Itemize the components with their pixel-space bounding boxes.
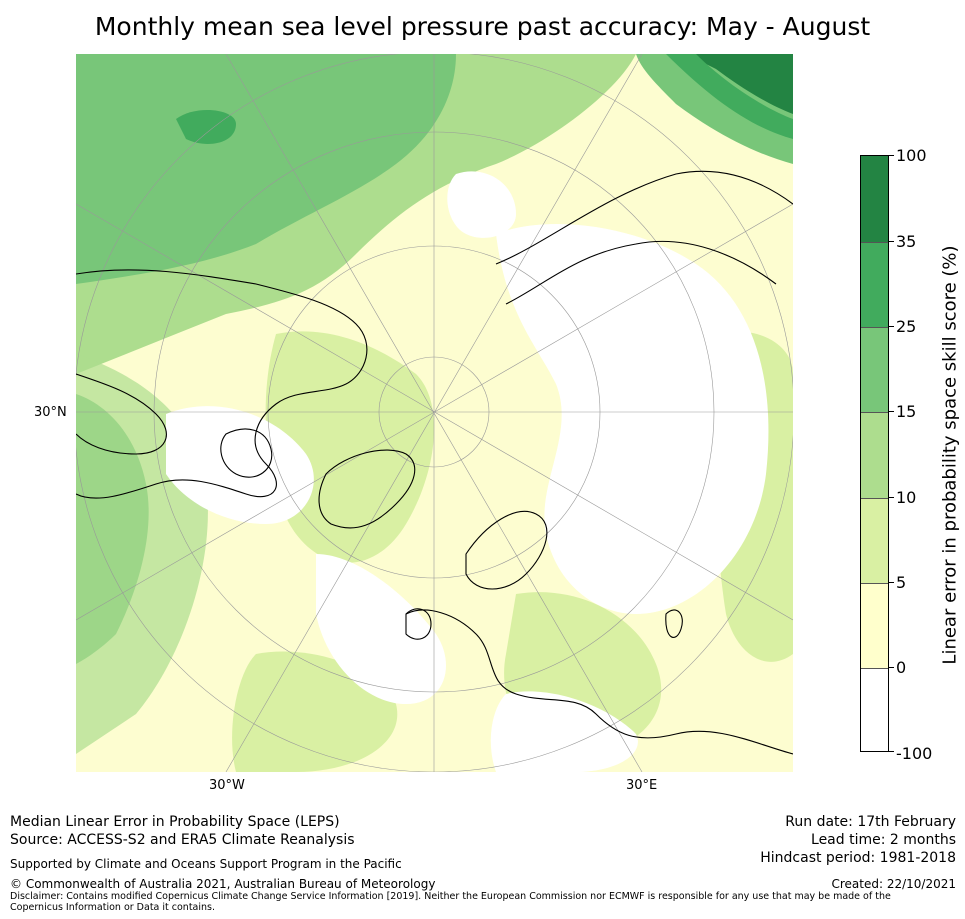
copyright-line: © Commonwealth of Australia 2021, Austra… — [10, 877, 436, 891]
colorbar-tick-label: 25 — [896, 317, 917, 336]
north-siberia-coast — [505, 240, 777, 305]
disclaimer-line: Disclaimer: Contains modified Copernicus… — [10, 891, 891, 913]
colorbar-tick-label: 0 — [896, 658, 907, 677]
leps-line: Median Linear Error in Probability Space… — [10, 814, 340, 830]
skill-region-white-asia — [496, 224, 769, 614]
colorbar-segment-0-5 — [861, 583, 888, 668]
skill-region-green-nw-darker — [176, 109, 236, 144]
colorbar — [860, 155, 889, 752]
alaska-coast — [76, 373, 167, 455]
skill-region-white-mediterranean — [490, 691, 638, 772]
colorbar-segment-35-100 — [861, 156, 888, 242]
skill-region-green-nw-strong — [76, 54, 456, 284]
colorbar-segment-10-15 — [861, 412, 888, 498]
created-date: Created: 22/10/2021 — [831, 877, 956, 891]
colorbar-tick-mark — [889, 667, 894, 668]
skill-region-white-north-america — [166, 406, 314, 524]
greenland-coast — [318, 449, 416, 529]
colorbar-tick-mark — [889, 155, 894, 156]
colorbar-tick-mark — [889, 497, 894, 498]
hudson-bay-coast — [220, 428, 273, 478]
europe-coast — [405, 609, 793, 755]
colorbar-tick-label: 10 — [896, 488, 917, 507]
graticule — [76, 54, 793, 772]
colorbar-segment-neg100-0 — [861, 668, 888, 751]
lat-label-30n: 30°N — [34, 405, 67, 420]
colorbar-tick-label: 100 — [896, 146, 927, 165]
polar-map — [76, 54, 793, 772]
skill-region-light-green-center — [265, 331, 435, 563]
colorbar-segment-25-35 — [861, 242, 888, 327]
map-canvas — [76, 54, 793, 772]
colorbar-tick-mark — [889, 411, 894, 412]
colorbar-tick-mark — [889, 241, 894, 242]
colorbar-segment-15-25 — [861, 327, 888, 412]
skill-region-white-arctic — [447, 171, 516, 238]
colorbar-tick-label: 15 — [896, 402, 917, 421]
colorbar-label: Linear error in probability space skill … — [939, 245, 961, 665]
run-date: Run date: 17th February — [785, 814, 956, 830]
colorbar-tick-label: -100 — [896, 744, 933, 763]
siberia-coast — [495, 170, 793, 265]
footer-right: Run date: 17th February Lead time: 2 mon… — [760, 813, 956, 867]
colorbar-tick-label: 5 — [896, 573, 907, 592]
north-america-coast — [76, 269, 368, 499]
colorbar-tick-mark — [889, 582, 894, 583]
colorbar-tick-label: 35 — [896, 232, 917, 251]
source-line: Source: ACCESS-S2 and ERA5 Climate Reana… — [10, 832, 355, 848]
skill-region-green-ne-mid — [666, 54, 793, 139]
caspian-coast — [665, 609, 683, 638]
lead-time: Lead time: 2 months — [811, 832, 956, 848]
lon-label-30e: 30°E — [626, 778, 658, 793]
lon-label-30w: 30°W — [209, 778, 245, 793]
colorbar-segment-5-10 — [861, 498, 888, 583]
footer-left: Median Linear Error in Probability Space… — [10, 813, 355, 849]
coastlines — [76, 170, 793, 755]
colorbar-tick-mark — [889, 326, 894, 327]
british-isles-coast — [405, 608, 432, 640]
colorbar-tick-mark — [889, 751, 894, 752]
support-line: Supported by Climate and Oceans Support … — [10, 857, 402, 871]
map-title: Monthly mean sea level pressure past acc… — [94, 12, 871, 41]
scandinavia-coast — [465, 510, 548, 590]
skill-region-white-atlantic — [316, 554, 446, 704]
hindcast-period: Hindcast period: 1981-2018 — [760, 850, 956, 866]
skill-region-green-ne-dark — [686, 54, 793, 114]
